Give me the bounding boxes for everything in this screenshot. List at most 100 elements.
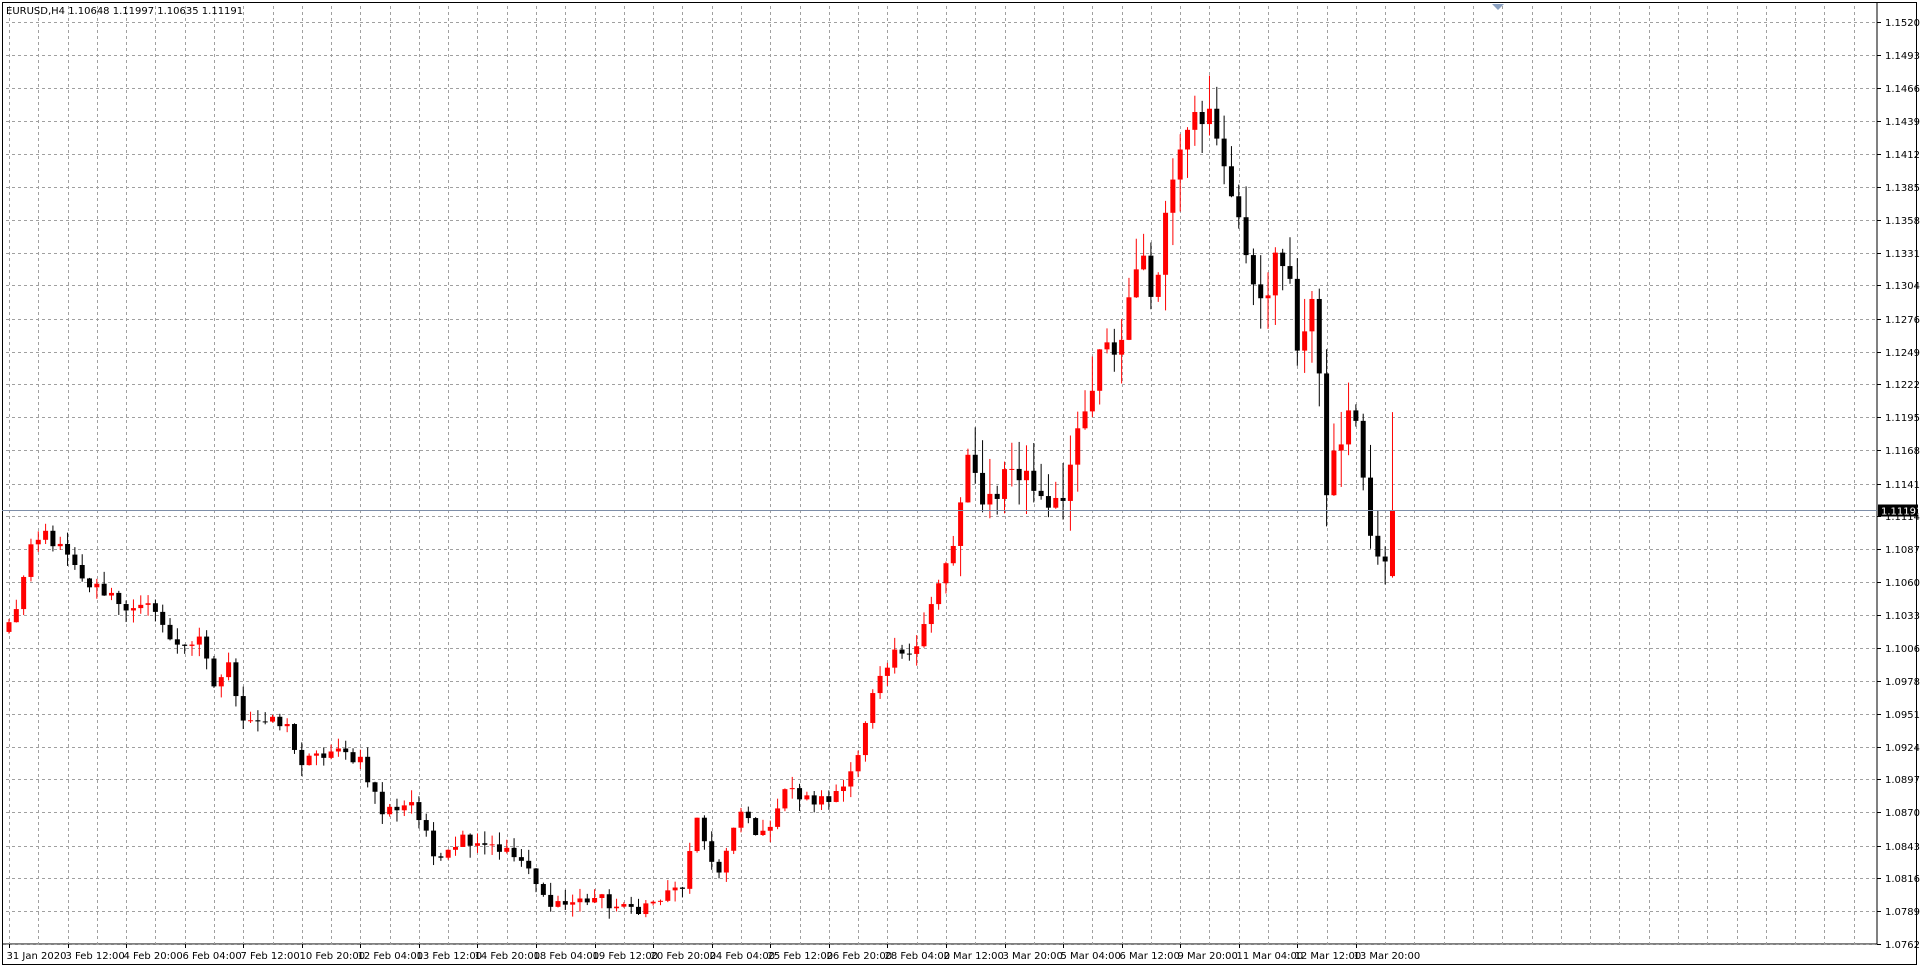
candle-body xyxy=(943,563,949,584)
time-tick-label: 25 Feb 12:00 xyxy=(768,951,834,962)
price-tick-label: 1.11410 xyxy=(1885,480,1920,491)
candle-body xyxy=(833,791,839,802)
price-axis[interactable]: 1.15205 1.14935 1.14665 1.14395 1.14120 1.138… xyxy=(1877,18,1920,951)
candle-body xyxy=(284,724,290,727)
candle-body xyxy=(13,609,19,623)
price-tick-label: 1.10330 xyxy=(1885,611,1920,622)
candle-body xyxy=(1104,342,1110,350)
candle-body xyxy=(379,791,385,815)
candle-body xyxy=(518,857,524,861)
time-tick-label: 10 Feb 20:00 xyxy=(300,951,366,962)
candle-body xyxy=(1111,342,1117,355)
candle-body xyxy=(1250,255,1256,285)
time-tick-label: 11 Mar 04:00 xyxy=(1237,951,1304,962)
candle-body xyxy=(94,583,100,588)
time-tick-label: 24 Feb 04:00 xyxy=(710,951,776,962)
price-tick-label: 1.08975 xyxy=(1885,775,1920,786)
candle-body xyxy=(526,860,532,869)
candle-body xyxy=(1192,111,1198,130)
candle-body xyxy=(1272,252,1278,296)
time-tick-label: 31 Jan 2020 xyxy=(7,951,67,962)
time-tick-label: 20 Feb 20:00 xyxy=(651,951,717,962)
candle-body xyxy=(511,847,517,858)
candle-body xyxy=(840,786,846,792)
candle-body xyxy=(1185,129,1191,150)
time-axis[interactable]: 31 Jan 2020 3 Feb 12:004 Feb 20:00 6 Feb 0… xyxy=(7,944,1421,962)
candle-body xyxy=(1031,470,1037,491)
candle-body xyxy=(335,748,341,752)
candle-body xyxy=(1045,496,1051,508)
candle-body xyxy=(760,830,766,836)
candle-body xyxy=(1389,510,1395,577)
candle-body xyxy=(87,578,93,588)
candle-body xyxy=(160,611,166,625)
price-tick-label: 1.10870 xyxy=(1885,545,1920,556)
candle-body xyxy=(321,753,327,758)
candle-body xyxy=(226,662,232,678)
candle-body xyxy=(416,802,422,821)
time-tick-label: 19 Feb 12:00 xyxy=(593,951,659,962)
price-tick-label: 1.10060 xyxy=(1885,644,1920,655)
candle-body xyxy=(687,851,693,889)
candle-body xyxy=(665,890,671,901)
candle-body xyxy=(145,603,151,605)
candle-body xyxy=(1228,166,1234,197)
candle-body xyxy=(1265,295,1271,299)
candle-body xyxy=(467,834,473,846)
candle-body xyxy=(218,677,224,687)
time-tick-label: 6 Feb 04:00 xyxy=(183,951,242,962)
candle-body xyxy=(1375,535,1381,557)
chart-shift-marker-icon[interactable] xyxy=(1492,4,1504,10)
price-tick-label: 1.08705 xyxy=(1885,808,1920,819)
candle-body xyxy=(884,667,890,676)
candle-body xyxy=(921,624,927,647)
candle-body xyxy=(357,756,363,763)
candle-body xyxy=(1206,108,1212,125)
candle-body xyxy=(65,543,71,555)
candle-body xyxy=(1119,339,1125,355)
candle-body xyxy=(1177,149,1183,180)
candle-body xyxy=(811,795,817,805)
candle-body xyxy=(1368,477,1374,536)
candle-body xyxy=(789,788,795,790)
time-tick-label: 6 Mar 12:00 xyxy=(1120,951,1180,962)
price-tick-label: 1.13850 xyxy=(1885,183,1920,194)
candle-body xyxy=(1280,252,1286,267)
candle-body xyxy=(1067,464,1073,501)
candle-body xyxy=(877,675,883,694)
candle-body xyxy=(328,751,334,758)
candle-body xyxy=(606,894,612,909)
candle-body xyxy=(628,904,634,907)
candle-body xyxy=(621,904,627,907)
candle-body xyxy=(174,639,180,645)
chart-header: EURUSD,H4 1.10648 1.11997 1.10635 1.1119… xyxy=(6,6,243,17)
candle-body xyxy=(577,898,583,903)
current-price-tag: 1.11191 xyxy=(1878,504,1920,518)
candle-body xyxy=(1309,298,1315,332)
candle-body xyxy=(211,658,217,687)
candle-body xyxy=(1097,349,1103,391)
candle-body xyxy=(848,771,854,787)
candle-body xyxy=(1382,556,1388,562)
time-tick-label: 4 Feb 20:00 xyxy=(124,951,183,962)
price-tick-label: 1.09245 xyxy=(1885,743,1920,754)
price-tick-label: 1.14935 xyxy=(1885,51,1920,62)
candle-body xyxy=(679,887,685,889)
candle-body xyxy=(1023,470,1029,481)
time-tick-label: 13 Mar 20:00 xyxy=(1354,951,1421,962)
candle-body xyxy=(182,644,188,646)
candle-body xyxy=(1163,212,1169,275)
time-tick-label: 12 Mar 12:00 xyxy=(1295,951,1362,962)
candle-body xyxy=(189,644,195,646)
candle-body xyxy=(804,795,810,800)
candle-body xyxy=(1287,266,1293,279)
candle-body xyxy=(350,752,356,763)
candle-body xyxy=(277,716,283,727)
candle-body xyxy=(862,722,868,756)
price-tick-label: 1.11955 xyxy=(1885,413,1920,424)
candle-body xyxy=(936,583,942,605)
